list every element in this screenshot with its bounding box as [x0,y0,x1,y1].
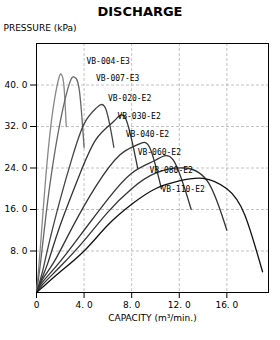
svg-text:16. 0: 16. 0 [5,204,28,214]
svg-text:VB-110-E2: VB-110-E2 [161,185,205,194]
svg-text:12. 0: 12. 0 [168,300,191,310]
svg-text:PRESSURE (kPa): PRESSURE (kPa) [4,23,77,33]
svg-text:16. 0: 16. 0 [215,300,238,310]
svg-text:32. 0: 32. 0 [5,121,28,131]
svg-text:VB-040-E2: VB-040-E2 [126,130,170,139]
svg-text:8. 0: 8. 0 [123,300,140,310]
svg-text:CAPACITY (m³/min.): CAPACITY (m³/min.) [108,313,196,323]
svg-text:8. 0: 8. 0 [10,246,27,256]
svg-text:VB-020-E2: VB-020-E2 [108,94,152,103]
svg-text:4. 0: 4. 0 [75,300,92,310]
svg-text:VB-060-E2: VB-060-E2 [138,148,182,157]
svg-text:24. 0: 24. 0 [5,163,28,173]
html-text:DISCHARGE: DISCHARGE [97,4,183,19]
svg-text:VB-007-E3: VB-007-E3 [96,74,140,83]
svg-text:VB-004-E3: VB-004-E3 [86,57,130,66]
svg-text:VB-030-E2: VB-030-E2 [117,112,161,121]
svg-text:0: 0 [34,300,40,310]
svg-text:40. 0: 40. 0 [5,80,28,90]
svg-text:VB-080-E2: VB-080-E2 [150,166,194,175]
